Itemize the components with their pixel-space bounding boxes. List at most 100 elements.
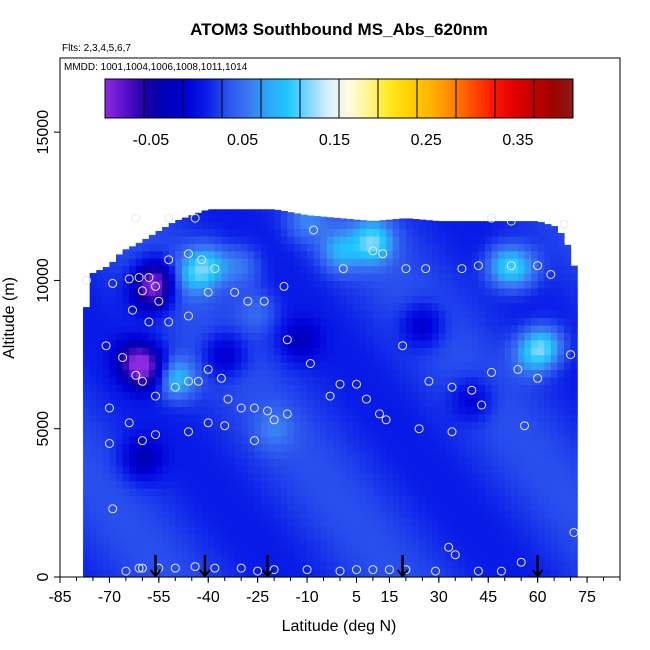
heat-cell [445, 436, 453, 445]
heat-cell [148, 436, 157, 445]
heat-cell [181, 361, 190, 370]
heat-cell [280, 502, 288, 511]
heat-cell [155, 517, 163, 526]
heat-cell [307, 562, 315, 571]
heat-cell [405, 347, 414, 356]
heat-cell [116, 254, 124, 259]
heat-cell [524, 391, 532, 400]
heat-cell [267, 413, 275, 422]
heat-cell [524, 250, 532, 259]
heat-cell [287, 273, 295, 282]
heat-cell [155, 361, 163, 370]
heat-cell [564, 244, 572, 252]
heat-cell [366, 502, 374, 511]
heat-cell [116, 295, 124, 304]
heat-cell [234, 450, 242, 459]
heat-cell [260, 421, 269, 430]
heat-cell [366, 488, 374, 497]
heat-cell [425, 510, 433, 519]
heat-cell [419, 332, 427, 341]
heat-cell [346, 258, 354, 267]
heat-cell [287, 488, 295, 497]
heat-cell [162, 361, 170, 370]
heat-cell [471, 339, 479, 348]
heat-cell [372, 399, 381, 408]
heat-cell [484, 547, 493, 556]
heat-cell [399, 369, 407, 378]
heat-cell [340, 443, 348, 452]
heat-cell [346, 458, 354, 467]
heat-cell [504, 532, 512, 541]
heat-cell [274, 384, 282, 393]
heat-cell [247, 399, 255, 408]
heat-cell [162, 287, 170, 296]
heat-cell [293, 347, 302, 356]
heat-cell [366, 354, 374, 363]
heat-cell [491, 488, 499, 497]
heat-cell [109, 443, 117, 452]
heat-cell [122, 376, 130, 385]
heat-cell [366, 220, 374, 222]
heat-cell [320, 539, 328, 548]
heat-cell [109, 562, 117, 571]
heat-cell [537, 510, 545, 519]
heat-cell [260, 450, 269, 459]
heat-cell [267, 213, 275, 222]
heat-cell [175, 339, 183, 348]
heat-cell [214, 421, 223, 430]
heat-cell [498, 539, 506, 548]
heat-cell [504, 265, 512, 274]
heat-cell [557, 258, 565, 267]
heat-cell [326, 339, 335, 348]
heat-cell [181, 465, 190, 474]
heat-cell [168, 295, 176, 304]
heat-cell [228, 221, 236, 230]
x-tick-label: -25 [246, 589, 269, 606]
heat-cell [491, 287, 499, 296]
heat-cell [241, 384, 249, 393]
heat-cell [96, 399, 104, 408]
heat-cell [201, 443, 209, 452]
heat-cell [531, 480, 539, 489]
heat-cell [478, 295, 486, 304]
heat-cell [340, 421, 348, 430]
heat-cell [491, 532, 499, 541]
sample-point [164, 255, 174, 265]
heat-cell [392, 243, 400, 252]
heat-cell [537, 228, 545, 237]
heat-cell [142, 458, 150, 467]
heat-cell [300, 310, 308, 319]
heat-cell [425, 339, 433, 348]
heat-cell [478, 465, 486, 474]
heat-cell [419, 458, 427, 467]
heat-cell [83, 502, 91, 511]
sample-point [421, 264, 431, 274]
heat-cell [366, 495, 374, 504]
heat-cell [162, 525, 170, 534]
heat-cell [498, 250, 506, 259]
heat-cell [320, 250, 328, 259]
heat-cell [129, 547, 137, 556]
heat-cell [438, 421, 447, 430]
heat-cell [254, 502, 262, 511]
heat-cell [326, 228, 335, 237]
heat-cell [228, 369, 236, 378]
heat-cell [524, 265, 532, 274]
heat-cell [438, 376, 447, 385]
heat-cell [458, 488, 466, 497]
heat-cell [129, 324, 137, 333]
heat-cell [287, 391, 295, 400]
heat-cell [379, 324, 387, 333]
heat-cell [366, 317, 374, 326]
heat-cell [419, 443, 427, 452]
heat-cell [181, 480, 190, 489]
heat-cell [260, 235, 269, 244]
heat-cell [195, 324, 203, 333]
heat-cell [148, 235, 157, 244]
heat-cell [471, 547, 479, 556]
heat-cell [142, 258, 150, 267]
heat-cell [247, 525, 255, 534]
heat-cell [419, 465, 427, 474]
heat-cell [326, 391, 335, 400]
heat-cell [557, 361, 565, 370]
